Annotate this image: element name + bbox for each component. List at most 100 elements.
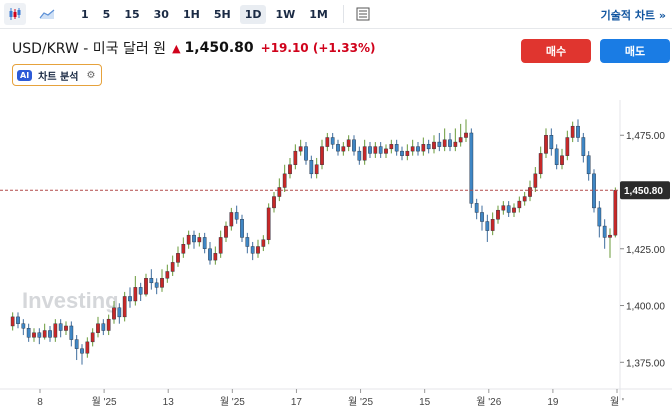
candle[interactable] (234, 205, 239, 224)
candle[interactable] (80, 344, 84, 365)
candle[interactable] (282, 164, 287, 193)
sell-button[interactable]: 매도 (600, 39, 670, 63)
candle[interactable] (37, 328, 42, 345)
candle[interactable] (53, 319, 58, 342)
candle[interactable] (469, 128, 474, 208)
candle[interactable] (10, 312, 15, 331)
candle[interactable] (186, 230, 191, 249)
candle[interactable] (197, 232, 202, 247)
candle[interactable] (453, 128, 458, 152)
timeframe-30[interactable]: 30 (153, 7, 169, 21)
buy-button[interactable]: 매수 (521, 39, 591, 63)
candle[interactable] (64, 321, 68, 336)
candle[interactable] (464, 119, 468, 143)
candle[interactable] (320, 139, 324, 170)
candle[interactable] (560, 148, 564, 170)
candle[interactable] (442, 128, 447, 152)
candle[interactable] (26, 323, 31, 342)
candle[interactable] (256, 239, 260, 258)
candle[interactable] (208, 241, 212, 265)
timeframe-15[interactable]: 15 (124, 7, 140, 21)
candle[interactable] (544, 128, 548, 158)
candle[interactable] (448, 132, 452, 152)
candle[interactable] (490, 212, 495, 236)
indicators-icon[interactable] (352, 3, 374, 25)
candle[interactable] (245, 232, 250, 254)
candlestick-icon[interactable] (4, 3, 26, 25)
candle[interactable] (581, 132, 586, 163)
gear-icon[interactable]: ⚙ (86, 69, 96, 81)
candle[interactable] (528, 180, 532, 202)
candle[interactable] (314, 157, 319, 179)
candle[interactable] (304, 142, 308, 165)
timeframe-1[interactable]: 1 (81, 7, 89, 21)
candle[interactable] (266, 203, 271, 245)
area-chart-icon[interactable] (36, 3, 58, 25)
candle[interactable] (533, 167, 538, 193)
candle[interactable] (293, 144, 298, 170)
candle[interactable] (202, 232, 207, 254)
candle[interactable] (128, 287, 132, 308)
candle[interactable] (165, 264, 170, 283)
candle[interactable] (368, 142, 372, 158)
candle[interactable] (362, 139, 367, 165)
candle[interactable] (218, 230, 223, 258)
candle[interactable] (117, 303, 122, 324)
candle[interactable] (154, 278, 159, 295)
candle[interactable] (181, 237, 186, 258)
candle[interactable] (112, 300, 116, 324)
candle[interactable] (352, 135, 356, 156)
candle[interactable] (122, 291, 127, 322)
candle[interactable] (389, 139, 394, 154)
candle[interactable] (325, 132, 330, 152)
candle[interactable] (133, 276, 138, 306)
candle[interactable] (336, 139, 340, 156)
candle[interactable] (288, 157, 292, 179)
candle[interactable] (512, 203, 516, 217)
candle[interactable] (421, 137, 426, 156)
candle[interactable] (69, 321, 74, 347)
candle[interactable] (506, 201, 511, 217)
timeframe-1d[interactable]: 1D (239, 4, 267, 24)
candle[interactable] (170, 255, 175, 277)
timeframe-5[interactable]: 5 (102, 7, 111, 21)
candle[interactable] (277, 178, 282, 202)
candle[interactable] (496, 205, 500, 224)
candle[interactable] (592, 169, 596, 213)
candle[interactable] (410, 139, 415, 156)
candle[interactable] (32, 328, 36, 342)
candle[interactable] (341, 142, 346, 156)
candle[interactable] (346, 135, 351, 152)
ai-chart-analysis-button[interactable]: AI 차트 분석 ⚙ (12, 64, 103, 86)
candle[interactable] (400, 146, 404, 161)
candle[interactable] (384, 144, 388, 158)
candle[interactable] (229, 207, 234, 231)
candle[interactable] (16, 312, 20, 329)
candle[interactable] (501, 201, 506, 215)
candle[interactable] (373, 142, 378, 158)
candle[interactable] (608, 228, 612, 258)
candle[interactable] (224, 221, 228, 242)
candle[interactable] (549, 128, 554, 156)
candle[interactable] (250, 241, 255, 261)
candle[interactable] (138, 282, 143, 301)
candle[interactable] (576, 119, 580, 143)
candle[interactable] (538, 146, 543, 179)
candle[interactable] (613, 187, 618, 238)
timeframe-5h[interactable]: 5H (213, 7, 231, 21)
candle[interactable] (298, 139, 303, 156)
candle[interactable] (272, 192, 276, 213)
candle[interactable] (240, 214, 244, 242)
candle[interactable] (485, 214, 490, 242)
timeframe-1h[interactable]: 1H (182, 7, 200, 21)
candle[interactable] (357, 146, 362, 165)
candle[interactable] (426, 139, 431, 154)
candle[interactable] (144, 273, 148, 297)
candle[interactable] (378, 142, 383, 158)
candle[interactable] (42, 323, 47, 340)
candle[interactable] (565, 130, 570, 161)
candle[interactable] (149, 269, 154, 290)
timeframe-1w[interactable]: 1W (275, 7, 296, 21)
candle[interactable] (213, 246, 218, 265)
candle[interactable] (21, 319, 26, 336)
